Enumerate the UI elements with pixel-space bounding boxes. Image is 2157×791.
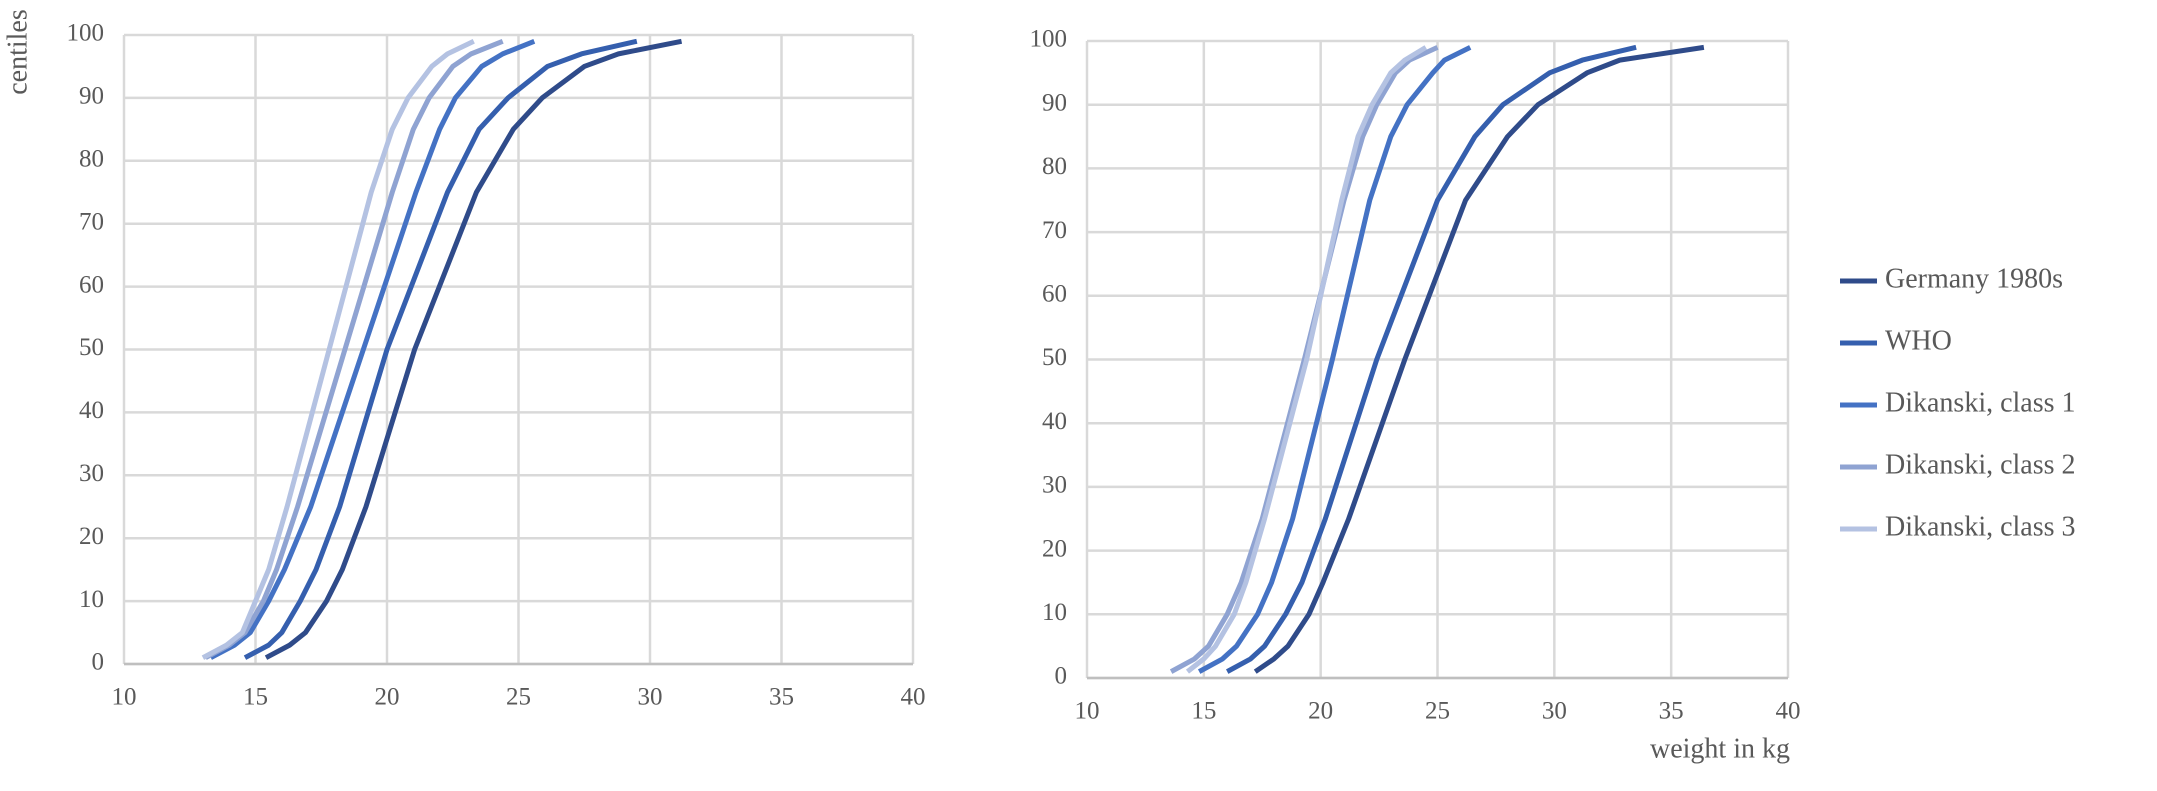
x-tick-label: 25	[1425, 698, 1450, 725]
legend-label: Germany 1980s	[1885, 263, 2063, 294]
y-tick-label: 10	[79, 586, 104, 613]
legend-label: Dikanski, class 1	[1885, 387, 2076, 418]
y-tick-label: 70	[79, 208, 104, 235]
series-line	[243, 38, 638, 660]
y-tick-label: 80	[79, 146, 104, 173]
y-tick-label: 90	[1042, 89, 1067, 116]
series-line	[1253, 44, 1705, 674]
y-tick-label: 0	[92, 649, 105, 676]
y-tick-label: 70	[1042, 217, 1067, 244]
series-line	[1226, 44, 1637, 674]
x-tick-label: 35	[1659, 698, 1684, 725]
y-tick-label: 100	[67, 20, 105, 47]
y-tick-label: 20	[1042, 535, 1067, 562]
x-tick-label: 25	[506, 684, 531, 711]
series-line	[1185, 45, 1428, 674]
y-tick-label: 40	[1042, 408, 1067, 435]
x-tick-label: 40	[901, 684, 926, 711]
series-line	[201, 39, 475, 660]
y-tick-label: 30	[1042, 472, 1067, 499]
y-tick-label: 50	[79, 334, 104, 361]
x-tick-label: 15	[1191, 698, 1216, 725]
series-line	[264, 38, 683, 660]
x-tick-label: 35	[769, 684, 794, 711]
x-tick-label: 10	[1075, 698, 1100, 725]
legend-label: Dikanski, class 3	[1885, 511, 2076, 542]
x-tick-label: 20	[375, 684, 400, 711]
y-tick-label: 10	[1042, 599, 1067, 626]
y-tick-label: 50	[1042, 344, 1067, 371]
x-tick-label: 40	[1776, 698, 1801, 725]
y-tick-label: 100	[1030, 26, 1068, 53]
y-tick-label: 60	[79, 271, 104, 298]
x-tick-label: 30	[638, 684, 663, 711]
x-tick-label: 10	[112, 684, 137, 711]
y-tick-label: 80	[1042, 153, 1067, 180]
x-tick-label: 15	[243, 684, 268, 711]
x-tick-label: 20	[1308, 698, 1333, 725]
y-tick-label: 20	[79, 523, 104, 550]
y-tick-label: 90	[79, 83, 104, 110]
y-axis-label: centiles	[2, 9, 33, 95]
series-line	[1197, 45, 1472, 674]
y-tick-label: 40	[79, 397, 104, 424]
legend-label: Dikanski, class 2	[1885, 449, 2076, 480]
series-line	[209, 38, 536, 660]
x-axis-label: weight in kg	[1650, 733, 1790, 764]
y-tick-label: 60	[1042, 281, 1067, 308]
y-tick-label: 0	[1055, 663, 1068, 690]
y-tick-label: 30	[79, 460, 104, 487]
x-tick-label: 30	[1542, 698, 1567, 725]
legend-label: WHO	[1885, 325, 1952, 356]
legend: Germany 1980s WHO Dikanski, class 1 Dikansk…	[1840, 263, 2076, 542]
